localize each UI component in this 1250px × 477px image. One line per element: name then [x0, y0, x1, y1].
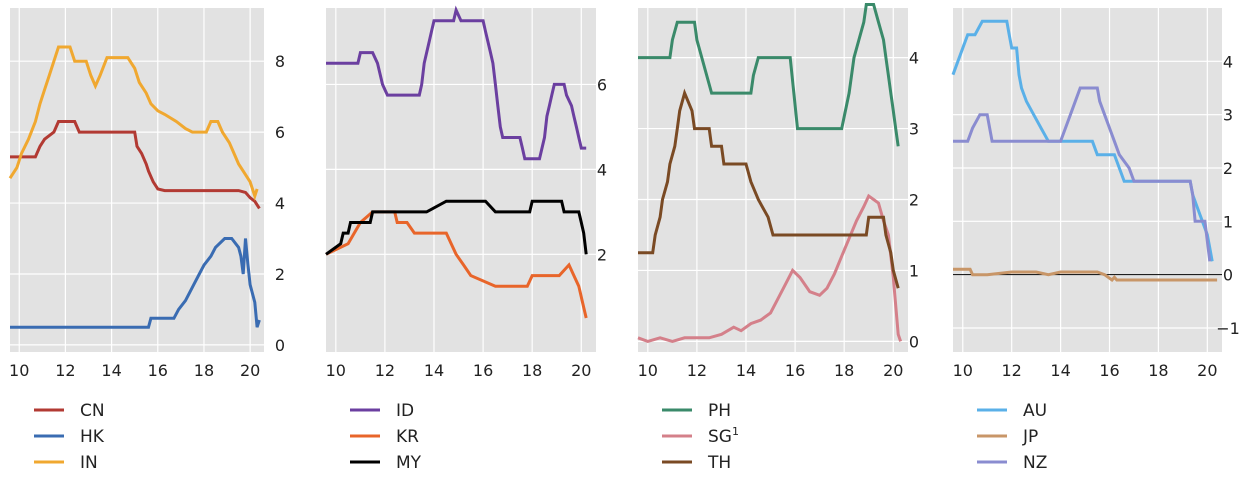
- x-tick-label: 14: [1050, 361, 1070, 380]
- legend-label-nz: NZ: [1023, 453, 1047, 473]
- legend-label-sg: SG1: [708, 425, 739, 447]
- x-tick-label: 12: [375, 361, 395, 380]
- series-line-sg: [637, 193, 903, 343]
- x-tick-label: 20: [240, 361, 260, 380]
- x-tick-label: 10: [638, 361, 658, 380]
- legend-label-au: AU: [1023, 401, 1047, 421]
- x-tick-label: 14: [424, 361, 444, 380]
- plot-area: [326, 8, 596, 352]
- series-line-my: [325, 199, 588, 256]
- x-tick-label: 16: [1099, 361, 1119, 380]
- legend-footnote-marker: 1: [732, 425, 739, 438]
- x-tick-label: 12: [55, 361, 75, 380]
- y-tick-label: 2: [597, 245, 607, 264]
- series-line-jp: [953, 267, 1218, 283]
- y-tick-label: 4: [909, 49, 919, 68]
- y-tick-label: −1: [1216, 319, 1240, 338]
- legend-label-hk: HK: [80, 427, 105, 447]
- legend-label-in: IN: [80, 453, 98, 473]
- x-tick-label: 18: [522, 361, 542, 380]
- legend-label-cn: CN: [80, 401, 105, 421]
- x-tick-label: 10: [9, 361, 29, 380]
- x-tick-label: 14: [736, 361, 756, 380]
- y-tick-label: 8: [275, 52, 285, 71]
- series-line-hk: [10, 237, 261, 329]
- x-tick-label: 16: [148, 361, 168, 380]
- x-tick-label: 20: [571, 361, 591, 380]
- y-tick-label: 2: [909, 191, 919, 210]
- series-line-nz: [953, 86, 1212, 262]
- y-tick-label: 0: [275, 336, 285, 355]
- legend-label-th: TH: [707, 453, 731, 473]
- series-line-in: [8, 45, 259, 201]
- x-tick-label: 16: [785, 361, 805, 380]
- y-tick-label: 2: [275, 265, 285, 284]
- y-tick-label: 4: [275, 194, 285, 213]
- chart-panel-1: 10 12 14 16 18 20 0 2 4 6 8 CN HK IN: [8, 8, 285, 473]
- x-tick-label: 10: [953, 361, 973, 380]
- x-tick-label: 12: [1002, 361, 1022, 380]
- y-tick-label: 4: [597, 160, 607, 179]
- x-tick-label: 18: [194, 361, 214, 380]
- y-tick-label: 0: [1223, 266, 1233, 285]
- y-tick-label: 3: [1223, 106, 1233, 125]
- plot-area: [10, 8, 264, 352]
- plot-area: [638, 8, 908, 352]
- chart-panel-2: 10 12 14 16 18 20 2 4 6 ID KR MY: [325, 5, 607, 473]
- legend-label-kr: KR: [396, 427, 419, 447]
- x-tick-label: 18: [834, 361, 854, 380]
- y-tick-label: 6: [275, 123, 285, 142]
- y-tick-label: 1: [1223, 212, 1233, 231]
- y-tick-label: 0: [909, 332, 919, 351]
- series-line-th: [638, 88, 900, 289]
- x-tick-label: 12: [687, 361, 707, 380]
- x-tick-label: 20: [1197, 361, 1217, 380]
- y-tick-label: 6: [597, 75, 607, 94]
- series-line-au: [951, 19, 1214, 262]
- y-tick-label: 3: [909, 120, 919, 139]
- x-tick-label: 20: [883, 361, 903, 380]
- y-tick-label: 2: [1223, 159, 1233, 178]
- legend-label-jp: JP: [1022, 427, 1038, 447]
- series-line-cn: [10, 120, 261, 210]
- series-line-id: [326, 5, 587, 161]
- legend-label-my: MY: [396, 453, 422, 473]
- x-tick-label: 10: [326, 361, 346, 380]
- y-tick-label: 1: [909, 261, 919, 280]
- y-tick-label: 4: [1223, 52, 1233, 71]
- x-tick-label: 14: [101, 361, 121, 380]
- x-tick-label: 16: [473, 361, 493, 380]
- legend-label-id: ID: [396, 401, 414, 421]
- series-line-ph: [638, 3, 900, 147]
- legend-label-ph: PH: [708, 401, 731, 421]
- x-tick-label: 18: [1148, 361, 1168, 380]
